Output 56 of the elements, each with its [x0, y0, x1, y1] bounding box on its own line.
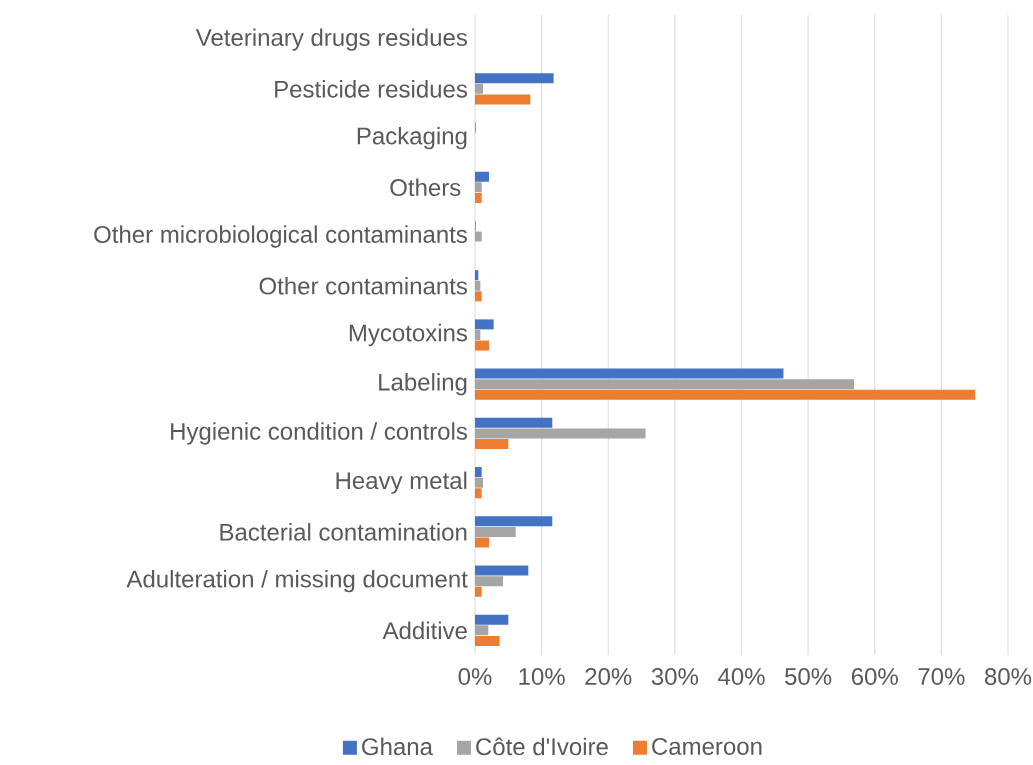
bar [475, 231, 482, 242]
x-tick-label: 0% [458, 668, 492, 686]
x-tick-label: 80% [985, 668, 1032, 686]
bar [475, 171, 489, 182]
bar [475, 488, 482, 499]
y-tick-label: Veterinary drugs residues [195, 28, 468, 51]
bar [475, 83, 483, 94]
y-tick-label: Additive [382, 621, 467, 640]
x-tick-label: 40% [718, 668, 765, 686]
y-tick-label: Hygienic condition / controls [171, 422, 467, 445]
bar [475, 576, 503, 587]
legend-label: Ghana [362, 737, 433, 756]
bar [475, 635, 500, 646]
bar [475, 477, 483, 488]
bar [475, 428, 646, 439]
x-tick-label: 30% [651, 668, 699, 686]
bar [475, 368, 784, 379]
bar [475, 379, 855, 390]
y-tick-label: Labeling [379, 373, 467, 396]
bar [475, 439, 509, 450]
x-tick-label: 20% [585, 668, 632, 686]
legend-label: Côte d'Ivoire [476, 737, 608, 756]
bar [475, 516, 553, 527]
y-tick-label: Packaging [357, 126, 467, 150]
bar [475, 319, 494, 330]
y-tick-label: Other microbiological contaminants [94, 225, 467, 248]
y-tick-label: Adulteration / missing document [126, 569, 468, 593]
x-tick-label: 60% [851, 668, 898, 686]
bar [475, 389, 976, 400]
bar [475, 270, 479, 281]
bar [475, 192, 482, 203]
x-tick-label: 10% [519, 668, 565, 686]
bar [475, 417, 553, 428]
bar [475, 537, 489, 548]
y-tick-label: Other contaminants [259, 276, 468, 295]
bar [475, 73, 554, 84]
bar [475, 291, 482, 302]
y-tick-label: Heavy metal [336, 471, 467, 494]
y-tick-label: Mycotoxins [349, 323, 468, 347]
bar [475, 182, 482, 193]
x-tick-label: 50% [785, 668, 832, 686]
bar [475, 526, 516, 537]
legend-label: Cameroon [652, 737, 762, 755]
bar [475, 467, 482, 478]
x-tick-label: 70% [918, 668, 965, 686]
bar [475, 625, 489, 636]
bar [475, 565, 529, 576]
y-tick-label: Pesticide residues [275, 80, 468, 98]
y-tick-label: Bacterial contamination [220, 523, 467, 541]
y-tick-label: Others [390, 178, 461, 197]
bar [475, 586, 482, 597]
bar [475, 280, 481, 291]
bar [475, 340, 489, 351]
bar [475, 329, 481, 340]
bar [475, 94, 531, 105]
bar [475, 614, 509, 625]
